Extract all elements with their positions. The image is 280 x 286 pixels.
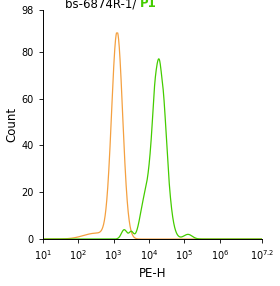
- Text: P1: P1: [140, 0, 157, 10]
- Y-axis label: Count: Count: [6, 107, 18, 142]
- X-axis label: PE-H: PE-H: [139, 267, 166, 281]
- Text: bs-6874R-1/: bs-6874R-1/: [65, 0, 140, 10]
